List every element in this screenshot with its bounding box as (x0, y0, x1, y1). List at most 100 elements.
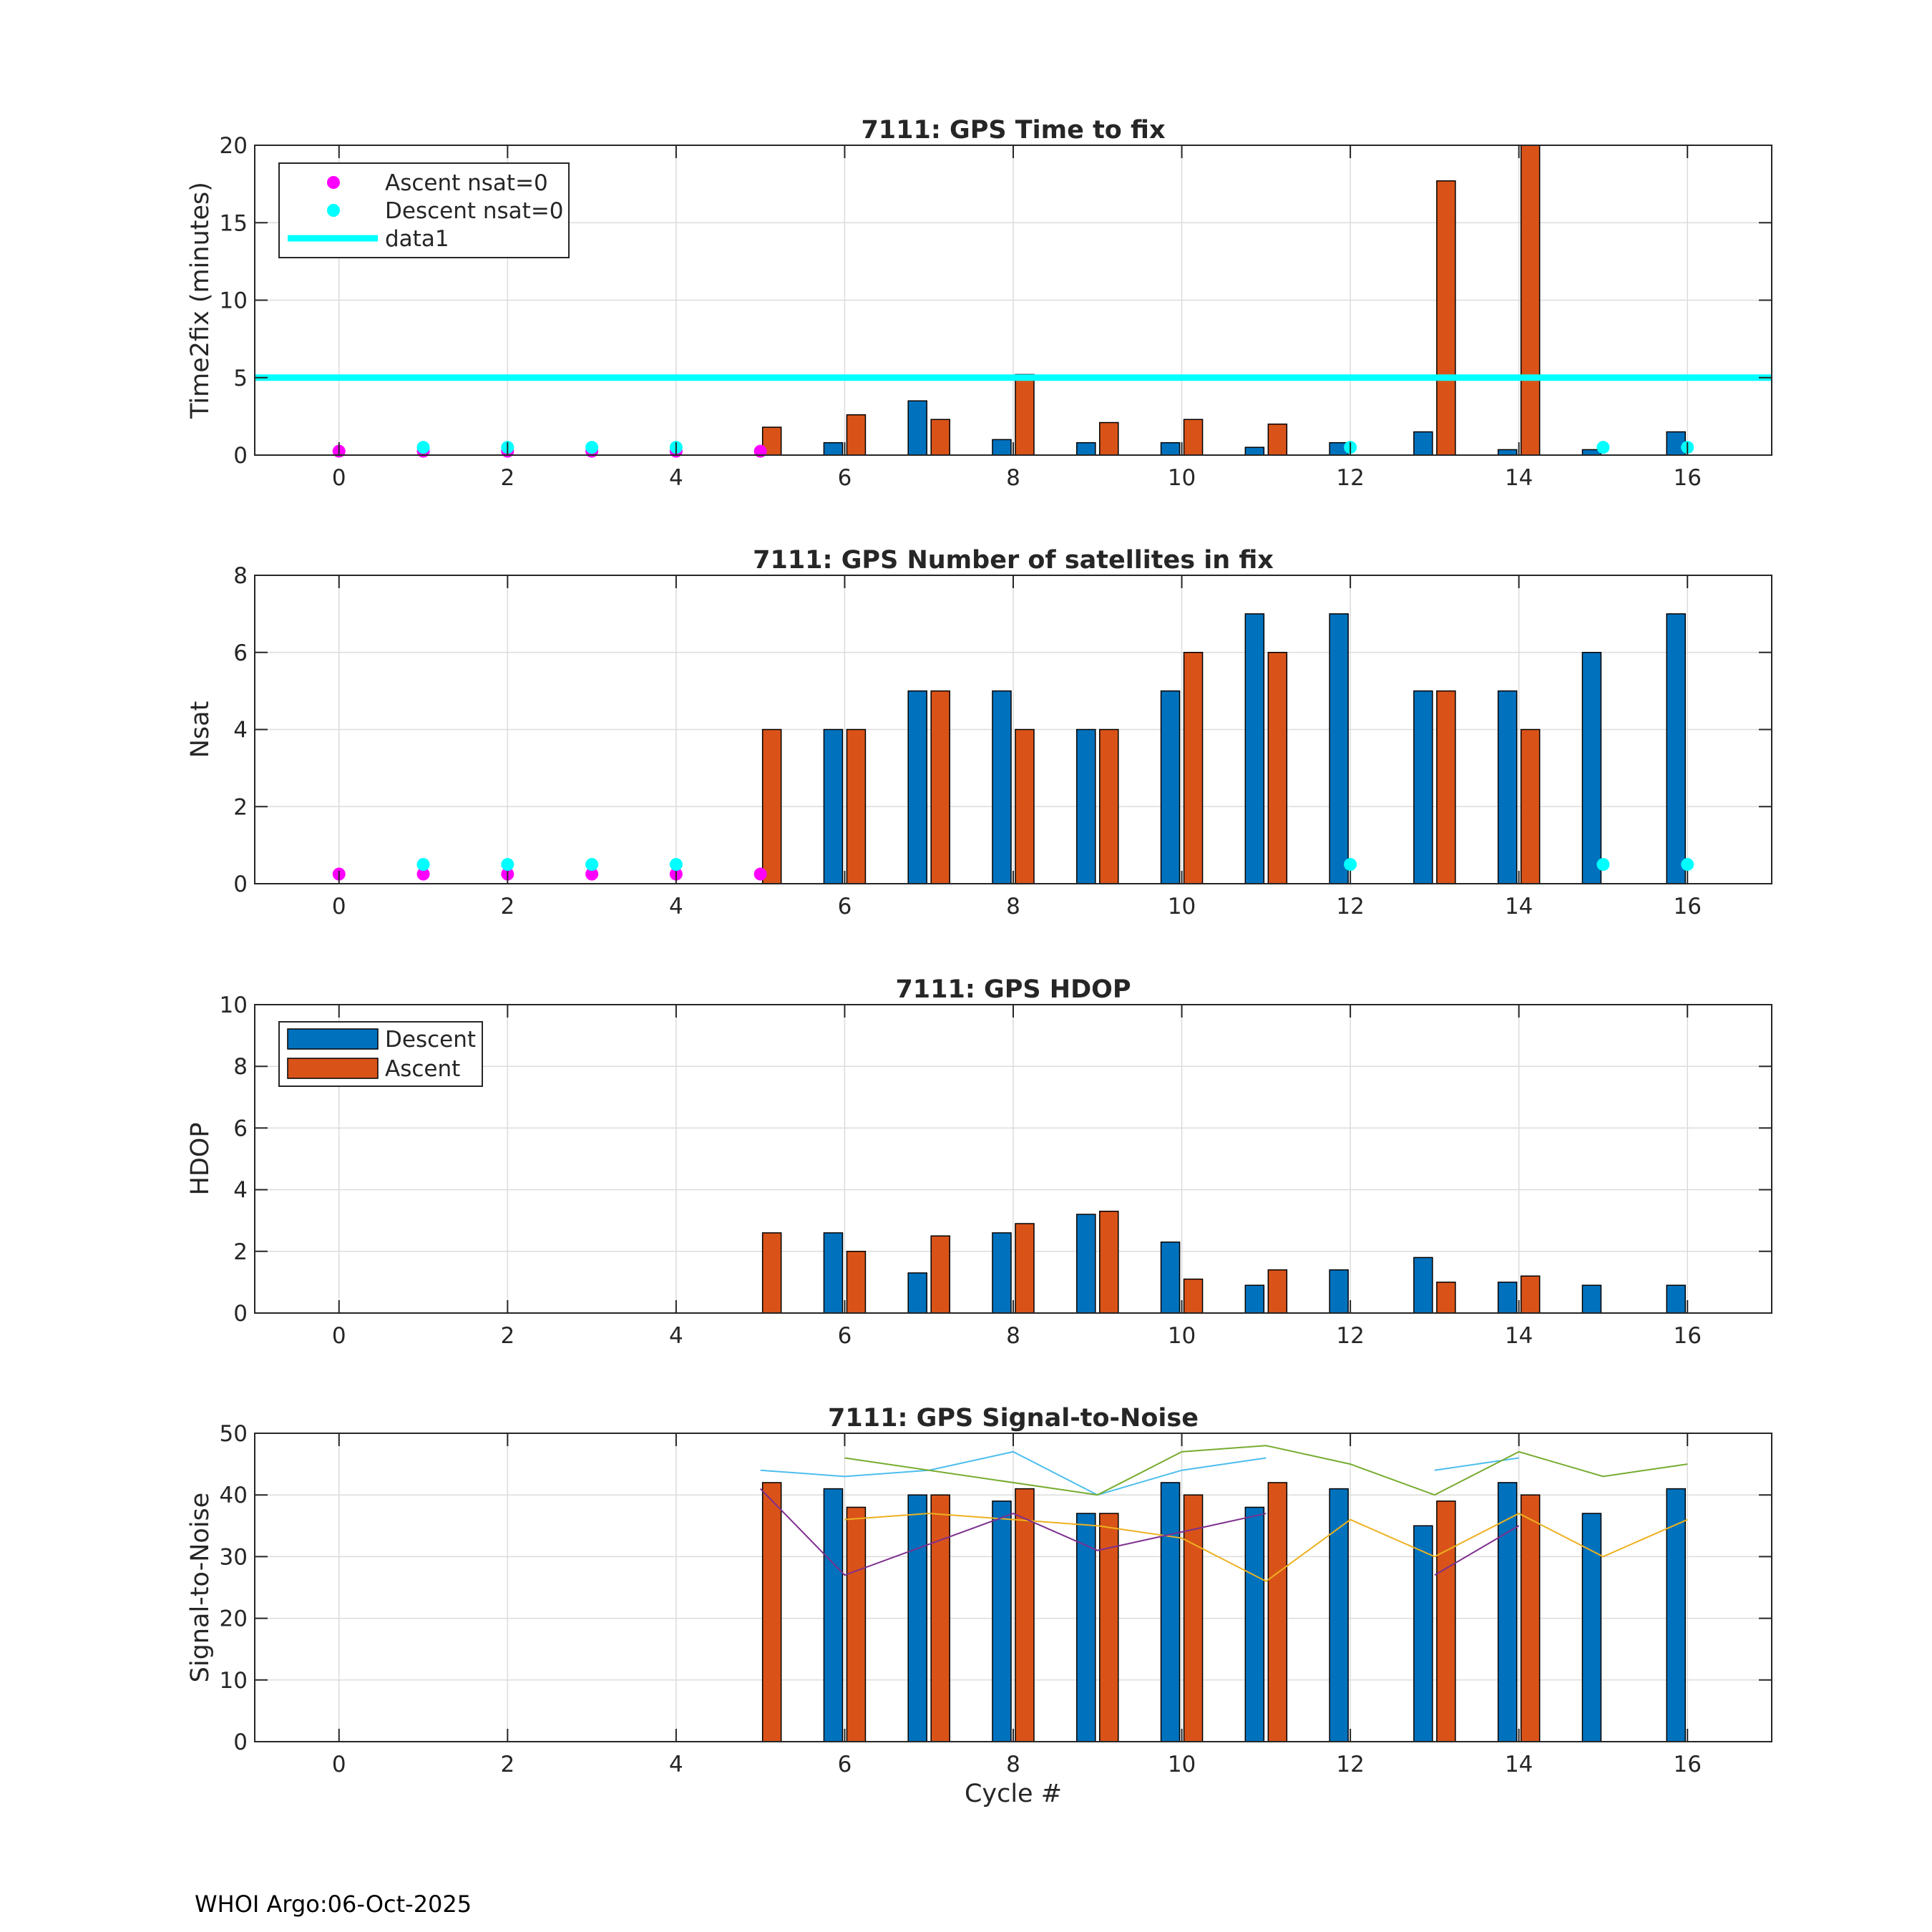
bar-descent (1160, 1482, 1181, 1742)
y-tick-label: 4 (233, 1178, 248, 1204)
bar-ascent (1183, 419, 1204, 456)
y-tick-label: 0 (233, 872, 248, 897)
bar-descent (1413, 431, 1433, 456)
marker-descent-nsat0 (585, 441, 599, 454)
marker-descent-nsat0 (501, 858, 514, 872)
bar-ascent (1183, 1278, 1204, 1314)
bar-descent (1497, 1482, 1518, 1742)
x-tick-label: 8 (1006, 894, 1020, 919)
bar-ascent (761, 1482, 782, 1742)
bar-descent (992, 1501, 1012, 1742)
legend-swatch-descent (287, 1028, 379, 1050)
bar-ascent (1520, 728, 1541, 884)
x-tick-label: 2 (500, 1323, 514, 1349)
x-tick-label: 0 (332, 1752, 346, 1777)
bar-ascent (761, 1232, 782, 1314)
y-axis-label: Signal-to-Noise (186, 1493, 215, 1683)
y-tick-label: 4 (233, 718, 248, 743)
y-tick-label: 30 (220, 1544, 248, 1570)
bar-ascent (846, 728, 867, 884)
snr-line-4 (844, 1512, 1688, 1583)
chart-title: 7111: GPS Time to fix (861, 116, 1166, 145)
legend-swatch-ascent-nsat0 (327, 176, 340, 189)
y-tick-label: 20 (220, 1606, 248, 1632)
y-tick-label: 0 (233, 443, 248, 469)
bar-ascent (1015, 1223, 1035, 1314)
snr-line-6 (1434, 1525, 1520, 1576)
bar-ascent (1436, 180, 1456, 456)
chart-title: 7111: GPS HDOP (895, 975, 1131, 1004)
bar-ascent (846, 1506, 867, 1742)
x-tick-label: 14 (1505, 894, 1533, 919)
y-tick-label: 20 (220, 133, 248, 159)
bar-descent (1244, 447, 1265, 456)
chart-title: 7111: GPS Number of satellites in fix (753, 546, 1274, 575)
bar-ascent (1436, 1282, 1456, 1314)
y-tick-label: 6 (233, 1116, 248, 1141)
bar-ascent (1267, 1482, 1288, 1742)
bar-ascent (1099, 1513, 1119, 1742)
y-tick-label: 6 (233, 640, 248, 666)
y-tick-label: 5 (233, 366, 248, 391)
marker-descent-nsat0 (1596, 441, 1610, 454)
x-tick-label: 8 (1006, 465, 1020, 491)
marker-ascent-nsat0 (585, 867, 599, 881)
bar-descent (1329, 613, 1349, 884)
marker-descent-nsat0 (669, 858, 683, 872)
panel-2: 0 2 4 6 8 10 12 14 16 0 2 4 6 8 7111: GPS Number of sa… (186, 546, 1772, 919)
y-tick-label: 8 (233, 1054, 248, 1080)
y-tick-label: 2 (233, 1239, 248, 1265)
snr-line-1 (760, 1450, 1267, 1496)
marker-ascent-nsat0 (416, 867, 430, 881)
bar-descent (992, 1232, 1012, 1314)
bar-ascent (1436, 1501, 1456, 1742)
snr-line-5 (759, 1488, 1267, 1576)
y-tick-label: 50 (220, 1421, 248, 1447)
bar-descent (1244, 1506, 1265, 1742)
marker-ascent-nsat0 (753, 867, 767, 881)
bar-descent (1076, 1214, 1096, 1314)
y-tick-label: 40 (220, 1483, 248, 1508)
x-tick-label: 6 (838, 1752, 852, 1777)
legend-label: data1 (385, 226, 449, 252)
x-tick-label: 0 (332, 894, 346, 919)
marker-descent-nsat0 (585, 858, 599, 872)
x-tick-label: 6 (838, 894, 852, 919)
x-tick-label: 2 (500, 894, 514, 919)
y-tick-label: 10 (220, 1668, 248, 1694)
x-tick-label: 14 (1505, 1323, 1533, 1349)
bar-ascent (1267, 1269, 1288, 1314)
bar-descent (823, 728, 844, 884)
x-tick-label: 14 (1505, 465, 1533, 491)
bar-descent (907, 1272, 927, 1314)
x-tick-label: 14 (1505, 1752, 1533, 1777)
x-tick-label: 12 (1336, 894, 1364, 919)
y-tick-label: 0 (233, 1729, 248, 1755)
bar-descent (823, 1488, 844, 1742)
x-tick-label: 4 (669, 894, 683, 919)
bar-ascent (1267, 423, 1288, 456)
x-tick-label: 2 (500, 465, 514, 491)
snr-line-3 (844, 1445, 1688, 1496)
x-tick-label: 12 (1336, 465, 1364, 491)
bar-ascent (1267, 652, 1288, 884)
x-tick-label: 16 (1673, 1752, 1701, 1777)
x-tick-label: 8 (1006, 1752, 1020, 1777)
y-tick-label: 2 (233, 794, 248, 820)
bar-descent (1160, 441, 1181, 456)
x-tick-label: 4 (669, 1323, 683, 1349)
bar-ascent (1015, 374, 1035, 456)
bar-ascent (1099, 421, 1119, 456)
bar-descent (992, 439, 1012, 456)
marker-descent-nsat0 (416, 858, 430, 872)
chart-title: 7111: GPS Signal-to-Noise (828, 1404, 1199, 1433)
bar-descent (1666, 1488, 1686, 1742)
marker-descent-nsat0 (1596, 858, 1610, 872)
bar-ascent (930, 1494, 950, 1742)
legend-swatch-ascent (287, 1058, 379, 1079)
x-tick-label: 6 (838, 465, 852, 491)
y-axis-label: HDOP (186, 1123, 215, 1196)
legend: Descent Ascent (278, 1021, 483, 1087)
legend-label: Descent (385, 1027, 476, 1053)
y-tick-label: 0 (233, 1301, 248, 1327)
